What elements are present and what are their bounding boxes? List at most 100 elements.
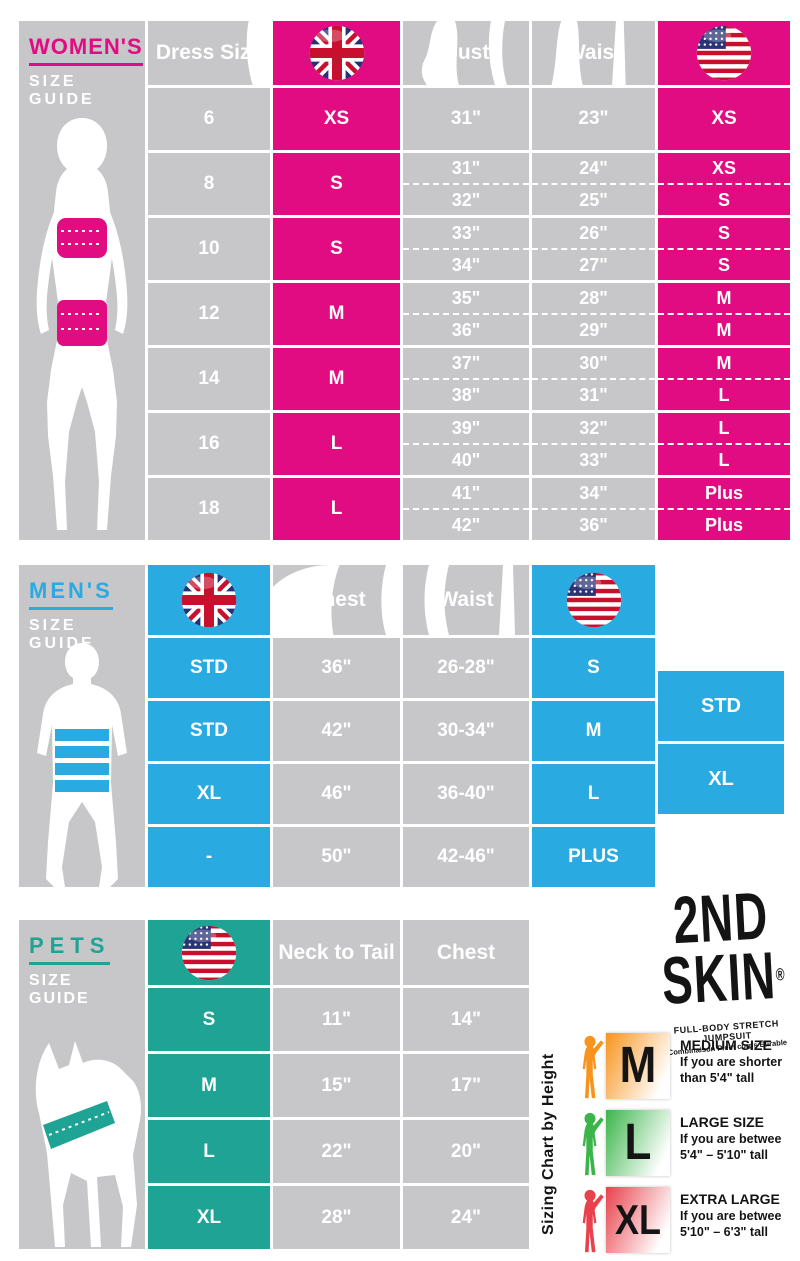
legend-box-l: L	[606, 1110, 670, 1176]
womens-bust-cell-3: 35" 36"	[403, 283, 529, 345]
womens-bust-cell-0-label: 31"	[450, 108, 482, 129]
womens-dress-size-cell-3-label: 12	[198, 303, 220, 324]
womens-us-size-cell-1-value: S	[717, 189, 730, 210]
legend-letter: L	[624, 1114, 652, 1171]
mens-header-chest: Chest	[273, 565, 400, 635]
mens-waist-cell-1: 30-34"	[403, 701, 529, 761]
mens-uk-size-cell-0: STD	[148, 638, 270, 698]
legend-text-medium: MEDIUM SIZE If you are shorter than 5'4"…	[680, 1036, 800, 1087]
womens-us-size-cell-0-label: XS	[711, 108, 737, 129]
womens-dress-size-cell-5: 16	[148, 413, 270, 475]
mens-side-box-xl: XL	[658, 744, 784, 814]
man-silhouette-illustration	[37, 643, 127, 887]
mens-us-size-cell-0: S	[532, 638, 655, 698]
womens-dress-size-cell-6-label: 18	[198, 498, 220, 519]
womens-waist-cell-5: 32" 33"	[532, 413, 655, 475]
mens-header-waist: Waist	[403, 565, 529, 635]
womens-waist-cell-6-value: 36"	[579, 514, 608, 535]
womens-waist-cell-5-value: 33"	[579, 449, 608, 470]
legend-box-xl: XL	[606, 1187, 670, 1253]
womens-uk-size-cell-2: S	[273, 218, 400, 280]
pets-chest-cell-0-label: 14"	[450, 1008, 482, 1030]
mens-uk-size-cell-1-label: STD	[190, 720, 228, 741]
womens-header-dress-size-label: Dress Size	[155, 41, 263, 64]
womens-dress-size-cell-1-label: 8	[203, 173, 215, 194]
legend-line: If you are betwee	[680, 1209, 782, 1224]
womens-dress-size-cell-3: 12	[148, 283, 270, 345]
womens-dress-size-cell-5-label: 16	[198, 433, 220, 454]
legend-line: 5'10" – 6'3" tall	[680, 1225, 768, 1240]
womens-waist-cell-3: 28" 29"	[532, 283, 655, 345]
womens-waist-cell-1-value: 25"	[579, 189, 608, 210]
pets-chest-cell-3-label: 24"	[450, 1206, 482, 1228]
pets-subtitle: SIZE GUIDE	[29, 972, 90, 1007]
legend-line: than 5'4" tall	[680, 1071, 755, 1086]
womens-waist-cell-4-value: 30"	[532, 348, 655, 380]
pets-chest-cell-2-label: 20"	[450, 1140, 482, 1162]
legend-line: 5'4" – 5'10" tall	[680, 1148, 768, 1163]
womens-waist-cell-1: 24" 25"	[532, 153, 655, 215]
pets-us-size-cell-2: L	[148, 1120, 270, 1183]
womens-bust-cell-1-value: 31"	[403, 153, 529, 185]
pets-us-size-cell-1-label: M	[201, 1074, 217, 1096]
mens-waist-cell-0-label: 26-28"	[437, 657, 495, 678]
womens-us-size-cell-4-value: M	[658, 348, 790, 380]
womens-uk-size-cell-1-label: S	[330, 173, 343, 194]
silhouette-decoration	[551, 21, 626, 85]
woman-silhouette-illustration	[36, 118, 128, 530]
legend-letter: M	[619, 1037, 657, 1094]
pets-chest-cell-1-label: 17"	[450, 1074, 482, 1096]
womens-title: WOMEN'S	[29, 34, 143, 66]
womens-waist-cell-3-value: 28"	[532, 283, 655, 315]
mens-chest-cell-3: 50"	[273, 827, 400, 887]
pets-header-us-flag	[148, 920, 270, 985]
pets-size-table: Neck to Tail Chest S 11" 14" M 15" 17" L 22" 20" XL…	[148, 920, 529, 1249]
womens-us-size-cell-6-value: Plus	[704, 514, 743, 535]
womens-uk-size-cell-3: M	[273, 283, 400, 345]
mens-uk-size-cell-3-label: -	[205, 846, 213, 867]
womens-us-size-cell-6: Plus Plus	[658, 478, 790, 540]
womens-uk-size-cell-6-label: L	[330, 498, 343, 519]
pets-neck-cell-2: 22"	[273, 1120, 400, 1183]
mens-header-uk-flag	[148, 565, 270, 635]
mens-us-size-cell-1-label: M	[585, 720, 602, 741]
womens-us-size-cell-6-value: Plus	[658, 478, 790, 510]
legend-heading: MEDIUM SIZE	[680, 1037, 772, 1053]
mens-waist-cell-1-label: 30-34"	[437, 720, 495, 741]
womens-waist-cell-0-label: 23"	[578, 108, 609, 129]
womens-waist-cell-6-value: 34"	[532, 478, 655, 510]
womens-bust-cell-1: 31" 32"	[403, 153, 529, 215]
height-sizing-legend: Sizing Chart by Height M MEDIUM SIZE If …	[534, 1028, 800, 1261]
mens-chest-cell-1-label: 42"	[321, 720, 352, 741]
person-icon	[582, 1112, 604, 1176]
mens-uk-size-cell-1: STD	[148, 701, 270, 761]
womens-header-waist-label: Waist	[565, 41, 622, 64]
legend-vertical-label: Sizing Chart by Height	[540, 1053, 557, 1236]
pets-us-size-cell-2-label: L	[203, 1140, 215, 1162]
womens-header-bust-label: Bust	[442, 41, 490, 64]
womens-subtitle: SIZE GUIDE	[29, 73, 95, 108]
legend-item-large: L LARGE SIZE If you are betwee 5'4" – 5'…	[568, 1107, 800, 1181]
womens-us-size-cell-3-value: M	[658, 283, 790, 315]
womens-waist-cell-5-value: 32"	[532, 413, 655, 445]
womens-bust-cell-4-value: 38"	[451, 384, 481, 405]
womens-uk-size-cell-3-label: M	[328, 303, 345, 324]
womens-bust-cell-3-value: 35"	[403, 283, 529, 315]
womens-us-size-cell-3-value: M	[716, 319, 732, 340]
person-icon	[582, 1189, 604, 1253]
womens-bust-cell-2: 33" 34"	[403, 218, 529, 280]
womens-bust-cell-5: 39" 40"	[403, 413, 529, 475]
pets-us-size-cell-0: S	[148, 988, 270, 1051]
womens-waist-cell-1-value: 24"	[532, 153, 655, 185]
legend-heading: LARGE SIZE	[680, 1114, 765, 1130]
womens-bust-cell-5-value: 40"	[451, 449, 481, 470]
womens-header-bust: Bust	[403, 21, 529, 85]
womens-uk-size-cell-6: L	[273, 478, 400, 540]
womens-waist-cell-4: 30" 31"	[532, 348, 655, 410]
mens-header-chest-label: Chest	[307, 588, 366, 611]
mens-waist-cell-2-label: 36-40"	[437, 783, 495, 804]
legend-text-extra-large: EXTRA LARGE If you are betwee 5'10" – 6'…	[680, 1190, 800, 1241]
uk-flag-icon	[309, 25, 364, 81]
us-flag-icon	[566, 572, 621, 628]
